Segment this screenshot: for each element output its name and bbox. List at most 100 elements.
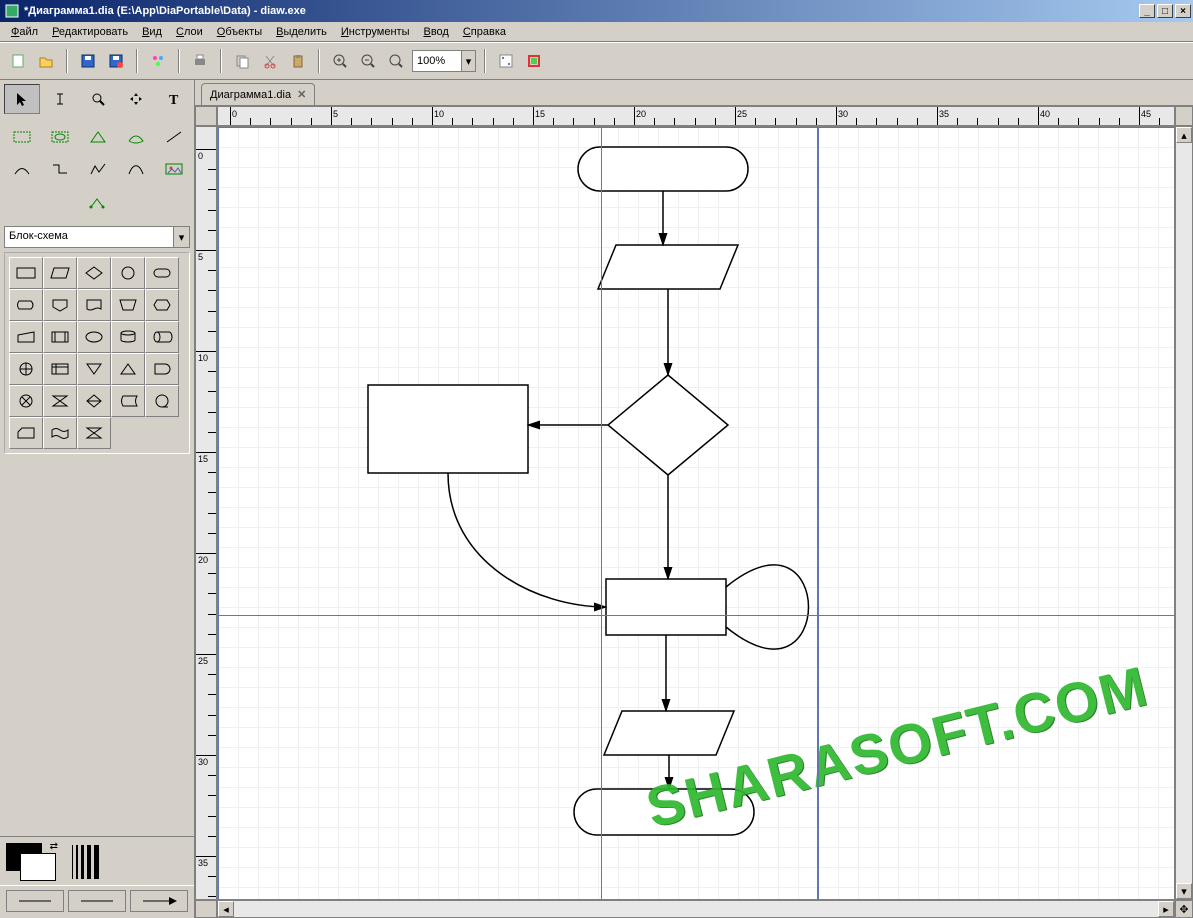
shape-io[interactable] [43,257,77,289]
snap-object-button[interactable] [522,49,546,73]
app-icon [4,3,20,19]
shape-stored-data[interactable] [111,385,145,417]
shape-ellipse2[interactable] [77,321,111,353]
vertical-scrollbar[interactable]: ▴ ▾ [1175,126,1193,900]
arc-tool[interactable] [4,154,40,184]
menu-tools[interactable]: Инструменты [334,24,417,40]
shape-process[interactable] [9,257,43,289]
cut-button[interactable] [258,49,282,73]
zigzag-tool[interactable] [42,154,78,184]
close-button[interactable]: × [1175,4,1191,18]
shape-internal-storage[interactable] [43,353,77,385]
polygon-tool[interactable] [80,122,116,152]
new-button[interactable] [6,49,30,73]
shape-manual-op[interactable] [111,289,145,321]
scroll-left-icon[interactable]: ◂ [218,901,234,917]
line-tool[interactable] [156,122,192,152]
export-button[interactable] [146,49,170,73]
snap-grid-button[interactable] [494,49,518,73]
ellipse-tool[interactable] [42,122,78,152]
zoom-combo[interactable]: ▾ [412,50,476,72]
menu-objects[interactable]: Объекты [210,24,269,40]
menu-select[interactable]: Выделить [269,24,334,40]
bezier-tool[interactable] [118,154,154,184]
zoom-out-button[interactable] [356,49,380,73]
window-title: *Диаграмма1.dia (E:\App\DiaPortable\Data… [24,5,1137,17]
magnify-tool[interactable] [80,84,116,114]
shape-terminal[interactable] [145,257,179,289]
menu-input[interactable]: Ввод [416,24,455,40]
text-cursor-tool[interactable] [42,84,78,114]
background-color[interactable] [20,853,56,881]
beziergon-tool[interactable] [118,122,154,152]
tool-grid-shapes [0,118,194,188]
menu-view[interactable]: Вид [135,24,169,40]
polyline-tool[interactable] [80,154,116,184]
line-width-picker[interactable] [72,843,99,879]
image-tool[interactable] [156,154,192,184]
copy-button[interactable] [230,49,254,73]
line-style[interactable] [68,890,126,912]
nav-corner-icon[interactable]: ✥ [1175,900,1193,918]
shape-delay[interactable] [145,353,179,385]
canvas[interactable]: SHARASOFT.COM [217,126,1175,900]
arrow-end-style[interactable] [130,890,188,912]
zoom-fit-button[interactable] [384,49,408,73]
zoom-in-button[interactable] [328,49,352,73]
text-tool[interactable]: T [156,84,192,114]
zoom-dropdown-icon[interactable]: ▾ [461,51,475,71]
ruler-corner-bl [195,900,217,918]
outline-tool[interactable] [79,190,115,216]
menu-edit[interactable]: Редактировать [45,24,135,40]
shape-connector[interactable] [111,257,145,289]
menu-layers[interactable]: Слои [169,24,210,40]
shapeset-combo[interactable]: Блок-схема ▾ [4,226,190,248]
save-button[interactable] [76,49,100,73]
arrow-start-style[interactable] [6,890,64,912]
shape-magnetic-disk[interactable] [111,321,145,353]
arrow-style-row [0,885,194,918]
print-button[interactable] [188,49,212,73]
scroll-tool[interactable] [118,84,154,114]
shape-predefined[interactable] [43,321,77,353]
shape-preparation[interactable] [145,289,179,321]
horizontal-scrollbar[interactable]: ◂ ▸ [217,900,1175,918]
shape-direct-data[interactable] [145,321,179,353]
shape-summing[interactable] [9,353,43,385]
shape-manual-input[interactable] [9,321,43,353]
save-as-button[interactable] [104,49,128,73]
shape-collate[interactable] [43,385,77,417]
color-swatch[interactable]: ⇄ [6,843,56,879]
shape-sequential[interactable] [145,385,179,417]
menu-help[interactable]: Справка [456,24,513,40]
horizontal-ruler: 051015202530354045 [217,106,1175,126]
shape-card[interactable] [9,417,43,449]
minimize-button[interactable]: _ [1139,4,1155,18]
shape-display[interactable] [9,289,43,321]
shapeset-dropdown-icon[interactable]: ▾ [173,227,189,247]
box-tool[interactable] [4,122,40,152]
menu-file[interactable]: Файл [4,24,45,40]
shape-sort[interactable] [77,385,111,417]
zoom-input[interactable] [413,55,461,67]
shape-or[interactable] [9,385,43,417]
tab-close-icon[interactable]: ✕ [297,88,306,101]
tab-document[interactable]: Диаграмма1.dia ✕ [201,83,315,105]
shape-punched-tape[interactable] [43,417,77,449]
shape-transaction[interactable] [77,417,111,449]
shape-palette [4,252,190,454]
paste-button[interactable] [286,49,310,73]
swap-colors-icon[interactable]: ⇄ [50,841,58,852]
scroll-right-icon[interactable]: ▸ [1158,901,1174,917]
shape-merge[interactable] [77,353,111,385]
shape-extract[interactable] [111,353,145,385]
open-button[interactable] [34,49,58,73]
shape-decision[interactable] [77,257,111,289]
shape-offpage[interactable] [43,289,77,321]
pointer-tool[interactable] [4,84,40,114]
scroll-down-icon[interactable]: ▾ [1176,883,1192,899]
shape-document[interactable] [77,289,111,321]
scroll-up-icon[interactable]: ▴ [1176,127,1192,143]
main-toolbar: ▾ [0,42,1193,80]
maximize-button[interactable]: □ [1157,4,1173,18]
